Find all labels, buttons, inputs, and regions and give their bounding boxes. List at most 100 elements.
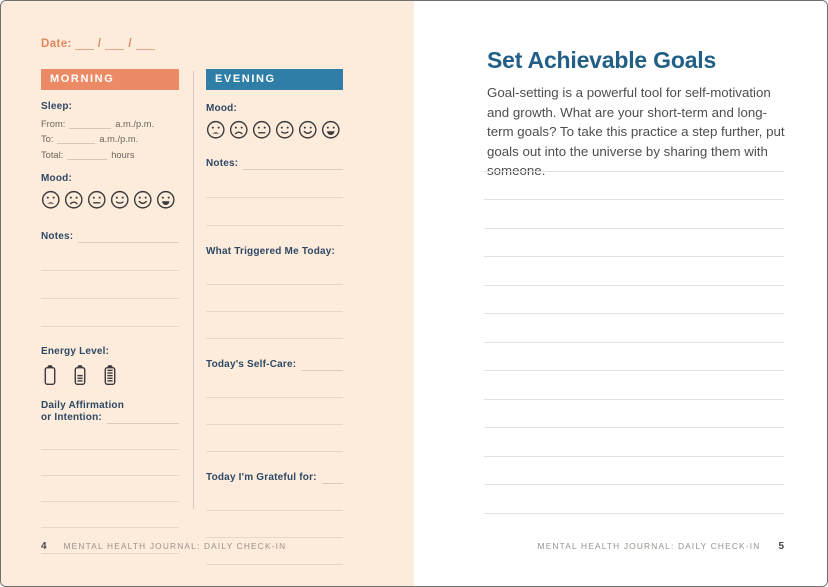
affirmation-row: or Intention: [41,412,179,424]
mood-very-sad-icon[interactable] [206,120,226,140]
morning-mood-scale [41,190,179,210]
mood-happy-icon[interactable] [133,190,153,210]
writing-line[interactable] [41,243,179,271]
writing-line[interactable] [206,312,343,339]
writing-line[interactable] [41,424,179,450]
self-care-label: Today's Self-Care: [206,358,297,370]
sleep-from-blank[interactable] [69,119,112,129]
writing-line[interactable] [484,257,784,286]
morning-header: MORNING [41,69,179,90]
right-page-footer: MENTAL HEALTH JOURNAL: DAILY CHECK-IN 5 [538,541,784,552]
writing-line[interactable] [484,229,784,257]
date-blank-year[interactable] [135,37,155,50]
writing-line[interactable] [206,538,343,565]
energy-level-scale [41,364,179,386]
evening-notes-lines [206,170,343,226]
date-separator: / [128,38,132,50]
grateful-lines [206,484,343,565]
mood-neutral-icon[interactable] [252,120,272,140]
self-care-row: Today's Self-Care: [206,359,343,371]
sleep-total-blank[interactable] [67,150,108,160]
grateful-label: Today I'm Grateful for: [206,471,317,483]
mood-sad-icon[interactable] [64,190,84,210]
morning-mood-label: Mood: [41,172,72,184]
battery-empty-icon[interactable] [43,364,57,386]
writing-line[interactable] [78,233,179,243]
left-page: Date: / / MORNING Sleep: From: a.m./p.m.… [1,1,414,586]
writing-line[interactable] [106,414,179,424]
from-label: From: [41,118,66,129]
morning-section: MORNING Sleep: From: a.m./p.m. To: a.m./… [41,69,179,554]
writing-line[interactable] [41,299,179,327]
battery-full-icon[interactable] [103,364,117,386]
writing-line[interactable] [484,200,784,229]
triggered-label: What Triggered Me Today: [206,245,336,257]
writing-line[interactable] [321,474,343,484]
mood-slight-smile-icon[interactable] [110,190,130,210]
writing-line[interactable] [484,343,784,371]
writing-line[interactable] [206,425,343,452]
writing-line[interactable] [484,428,784,457]
mood-slight-smile-icon[interactable] [275,120,295,140]
writing-line[interactable] [206,198,343,226]
morning-notes-label: Notes: [41,231,74,242]
to-suffix: a.m./p.m. [99,134,139,144]
evening-mood-label: Mood: [206,103,237,114]
self-care-lines [206,371,343,452]
affirmation-lines [41,424,179,554]
writing-line[interactable] [206,285,343,312]
writing-line[interactable] [484,371,784,400]
writing-line[interactable] [484,400,784,428]
sleep-to-blank[interactable] [57,134,96,144]
morning-notes-lines [41,243,179,327]
page-number: 5 [778,541,784,552]
battery-half-icon[interactable] [73,364,87,386]
right-page-content: Set Achievable Goals Goal-setting is a p… [487,1,790,181]
affirmation-label-line2: or Intention: [41,412,102,423]
writing-line[interactable] [484,143,784,172]
evening-notes-label: Notes: [206,157,239,169]
date-blank-month[interactable] [74,37,94,50]
writing-line[interactable] [206,170,343,198]
evening-mood-scale [206,120,343,140]
writing-line[interactable] [41,450,179,476]
date-blank-day[interactable] [105,37,125,50]
evening-notes-row: Notes: [206,158,343,170]
writing-line[interactable] [41,476,179,502]
writing-line[interactable] [206,371,343,398]
writing-line[interactable] [206,258,343,285]
writing-line[interactable] [484,314,784,343]
writing-line[interactable] [206,511,343,538]
right-page: Set Achievable Goals Goal-setting is a p… [414,1,827,586]
column-divider [193,71,194,509]
mood-grin-icon[interactable] [321,120,341,140]
writing-line[interactable] [41,502,179,528]
footer-text: MENTAL HEALTH JOURNAL: DAILY CHECK-IN [63,541,287,551]
writing-line[interactable] [484,286,784,314]
writing-line[interactable] [206,484,343,511]
evening-header: EVENING [206,69,343,90]
sleep-label: Sleep: [41,101,73,112]
total-suffix: hours [111,149,135,160]
writing-line[interactable] [484,172,784,200]
mood-very-sad-icon[interactable] [41,190,61,210]
mood-neutral-icon[interactable] [87,190,107,210]
left-page-footer: 4 MENTAL HEALTH JOURNAL: DAILY CHECK-IN [41,541,286,552]
mood-grin-icon[interactable] [156,190,176,210]
writing-line[interactable] [41,271,179,299]
writing-line[interactable] [41,528,179,554]
date-label: Date: [41,38,72,50]
writing-line[interactable] [484,457,784,485]
writing-line[interactable] [206,398,343,425]
writing-line[interactable] [484,485,784,514]
intro-paragraph: Goal-setting is a powerful tool for self… [487,85,785,178]
writing-line[interactable] [301,361,343,371]
mood-happy-icon[interactable] [298,120,318,140]
date-separator: / [97,38,102,50]
page-title: Set Achievable Goals [487,47,717,73]
mood-sad-icon[interactable] [229,120,249,140]
from-suffix: a.m./p.m. [115,118,155,129]
to-label: To: [41,134,54,144]
writing-line[interactable] [243,160,343,170]
